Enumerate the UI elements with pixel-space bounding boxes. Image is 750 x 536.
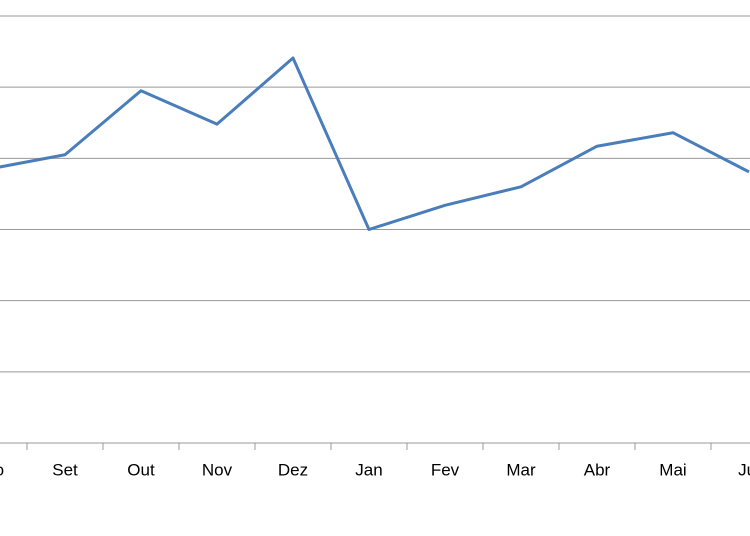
x-tick-label: Abr [584, 460, 611, 479]
x-tick-label: Mar [506, 460, 536, 479]
x-tick-label: Mai [659, 460, 686, 479]
x-tick-label: Jul [738, 460, 750, 479]
x-tick-label: Jan [355, 460, 382, 479]
x-tick-label: Dez [278, 460, 308, 479]
line-series [0, 56, 750, 231]
x-tick-label: Nov [202, 460, 233, 479]
x-tick-label: Fev [431, 460, 460, 479]
x-tick-label: Ago [0, 460, 4, 479]
x-tick-label: Set [52, 460, 78, 479]
x-tick-label: Out [127, 460, 155, 479]
